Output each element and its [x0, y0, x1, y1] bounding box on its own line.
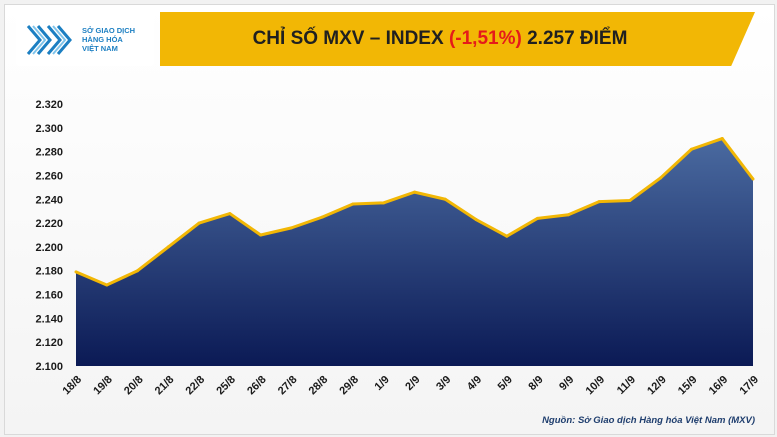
data-point: [474, 218, 478, 222]
y-tick-label: 2.100: [35, 361, 63, 373]
x-tick-label: 1/9: [373, 374, 392, 393]
data-point: [628, 198, 632, 202]
data-point: [566, 213, 570, 217]
data-point: [105, 283, 109, 287]
x-tick-label: 18/8: [60, 374, 84, 398]
y-axis: 2.100 2.120 2.140 2.160 2.180 2.200 2.220 2.240…: [35, 99, 63, 373]
chart-title: CHỈ SỐ MXV – INDEX (-1,51%) 2.257 ĐIỂM: [160, 28, 720, 50]
data-point: [74, 270, 78, 274]
logo-line: HÀNG HÓA: [82, 35, 123, 44]
title-banner: CHỈ SỐ MXV – INDEX (-1,51%) 2.257 ĐIỂM: [160, 12, 755, 66]
data-point: [228, 212, 232, 216]
x-tick-label: 3/9: [434, 374, 453, 393]
logo-line: VIỆT NAM: [82, 44, 118, 53]
x-tick-label: 9/9: [557, 374, 576, 393]
logo-text: SỞ GIAO DỊCH HÀNG HÓA VIỆT NAM: [82, 26, 152, 53]
logo-line: SỞ GIAO DỊCH: [82, 26, 136, 35]
index-area-fill: [76, 138, 753, 366]
y-tick-label: 2.140: [35, 313, 63, 325]
x-tick-label: 22/8: [184, 374, 208, 398]
data-point: [320, 215, 324, 219]
data-point: [689, 147, 693, 151]
x-tick-label: 29/8: [337, 374, 361, 398]
x-tick-label: 20/8: [122, 374, 146, 398]
data-point: [136, 269, 140, 273]
title-suffix: 2.257 ĐIỂM: [527, 28, 628, 49]
y-tick-label: 2.220: [35, 218, 63, 230]
data-point: [751, 177, 755, 181]
x-axis: 18/8 19/8 20/8 21/8 22/8 25/8 26/8 27/8 28/8 29/8…: [60, 374, 761, 398]
data-point: [720, 137, 724, 141]
x-tick-label: 26/8: [245, 374, 269, 398]
title-change: (-1,51%): [448, 28, 522, 49]
x-tick-label: 8/9: [526, 374, 545, 393]
x-tick-label: 17/9: [737, 374, 761, 398]
x-tick-label: 11/9: [615, 374, 638, 397]
data-point: [505, 234, 509, 238]
x-tick-label: 4/9: [465, 374, 484, 393]
logo-chevrons-icon: [26, 25, 72, 55]
data-point: [382, 201, 386, 205]
x-tick-label: 19/8: [91, 374, 115, 398]
data-point: [659, 176, 663, 180]
x-tick-label: 28/8: [307, 374, 331, 398]
data-point: [443, 197, 447, 201]
y-tick-label: 2.280: [35, 147, 63, 159]
plot-area: [74, 137, 755, 366]
data-point: [289, 226, 293, 230]
data-point: [259, 233, 263, 237]
mxv-logo: SỞ GIAO DỊCH HÀNG HÓA VIỆT NAM: [16, 12, 154, 66]
x-tick-label: 16/9: [707, 374, 731, 398]
x-tick-label: 10/9: [584, 374, 608, 398]
y-tick-label: 2.300: [35, 123, 63, 135]
y-tick-label: 2.240: [35, 194, 63, 206]
x-tick-label: 15/9: [676, 374, 700, 398]
data-point: [597, 200, 601, 204]
data-point: [536, 216, 540, 220]
y-tick-label: 2.320: [35, 99, 63, 111]
x-tick-label: 5/9: [496, 374, 515, 393]
x-tick-label: 27/8: [276, 374, 300, 398]
x-tick-label: 2/9: [403, 374, 422, 393]
y-tick-label: 2.200: [35, 242, 63, 254]
data-point: [351, 202, 355, 206]
data-point: [413, 190, 416, 194]
y-tick-label: 2.260: [35, 170, 63, 182]
y-tick-label: 2.160: [35, 290, 63, 302]
y-tick-label: 2.120: [35, 337, 63, 349]
x-tick-label: 21/8: [153, 374, 177, 398]
x-tick-label: 12/9: [645, 374, 669, 398]
data-point: [166, 245, 170, 249]
source-note: Nguồn: Sở Giao dịch Hàng hóa Việt Nam (M…: [542, 415, 755, 426]
y-tick-label: 2.180: [35, 266, 63, 278]
x-tick-label: 25/8: [214, 374, 238, 398]
title-prefix: CHỈ SỐ MXV – INDEX: [252, 28, 444, 49]
data-point: [197, 221, 201, 225]
